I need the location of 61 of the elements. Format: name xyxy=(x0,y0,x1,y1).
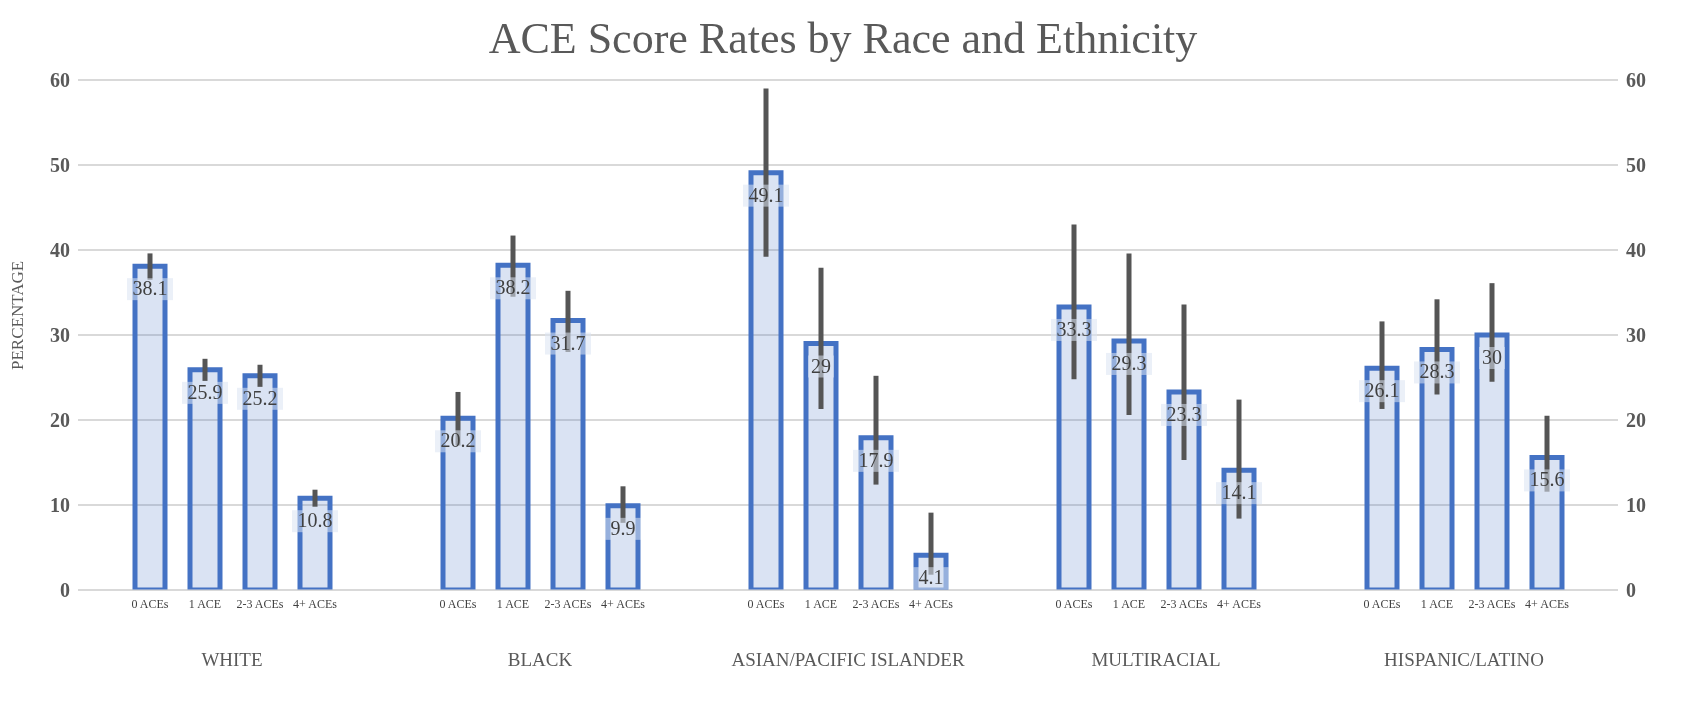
text: 4+ ACEs xyxy=(1525,597,1569,611)
y2-tick-label: 0 xyxy=(1626,579,1636,602)
data-label: 26.1 xyxy=(1364,379,1400,402)
data-label: 28.3 xyxy=(1419,360,1455,383)
x-tick-label: WHITE xyxy=(201,649,263,671)
data-label: 9.9 xyxy=(610,516,636,539)
text: 1 ACE xyxy=(1112,597,1146,611)
y2-tick-label: 20 xyxy=(1626,409,1646,432)
data-label: 29 xyxy=(811,354,831,377)
data-label: 23.3 xyxy=(1166,402,1202,425)
text: 2-3 ACEs xyxy=(544,597,592,611)
series-label: 0 ACEs xyxy=(131,597,169,611)
data-label: 20.2 xyxy=(440,429,476,452)
y-tick-label: 10 xyxy=(50,494,70,517)
y-tick-label: 40 xyxy=(50,239,70,262)
data-label: 14.1 xyxy=(1221,481,1257,504)
text: 1 ACE xyxy=(804,597,838,611)
y2-tick-label: 40 xyxy=(1626,239,1646,262)
text: 2-3 ACEs xyxy=(1160,597,1208,611)
x-tick-label: BLACK xyxy=(507,649,573,671)
data-label: 49.1 xyxy=(748,183,784,206)
text: 4+ ACEs xyxy=(1217,597,1261,611)
data-label: 30 xyxy=(1482,346,1502,368)
text: 2-3 ACEs xyxy=(1468,597,1516,611)
series-label: 1 ACE xyxy=(496,597,530,611)
y-tick-label: 60 xyxy=(50,69,70,92)
text: 0 ACEs xyxy=(1363,597,1401,611)
y2-tick-label: 30 xyxy=(1626,324,1646,347)
data-label: 10.8 xyxy=(297,509,333,532)
x-tick-label: MULTIRACIAL xyxy=(1091,649,1221,671)
data-label: 4.1 xyxy=(918,566,944,589)
x-tick-label: HISPANIC/LATINO xyxy=(1384,649,1544,671)
text: 2-3 ACEs xyxy=(852,597,900,611)
data-label: 31.7 xyxy=(550,331,586,354)
text: 4+ ACEs xyxy=(601,597,645,611)
data-label: 25.9 xyxy=(187,380,223,403)
series-label: 2-3 ACEs xyxy=(236,597,284,611)
series-label: 4+ ACEs xyxy=(293,597,338,611)
y-tick-label: 50 xyxy=(50,154,70,177)
y2-tick-label: 60 xyxy=(1626,69,1646,92)
text: 0 ACEs xyxy=(1055,597,1093,611)
data-label: 29.3 xyxy=(1111,351,1147,374)
data-label: 17.9 xyxy=(858,448,894,471)
text: 0 ACEs xyxy=(439,597,477,611)
x-tick-label: ASIAN/PACIFIC ISLANDER xyxy=(731,649,965,671)
data-label: 15.6 xyxy=(1529,468,1565,491)
text: 4+ ACEs xyxy=(909,597,953,611)
text: 1 ACE xyxy=(1420,597,1454,611)
y2-tick-label: 10 xyxy=(1626,494,1646,517)
y-tick-label: 30 xyxy=(50,324,70,347)
data-label: 25.2 xyxy=(242,386,278,409)
y-axis-title: PERCENTAGE xyxy=(8,260,28,370)
data-label: 33.3 xyxy=(1056,317,1092,340)
y2-tick-label: 50 xyxy=(1626,154,1646,177)
text: 1 ACE xyxy=(188,597,222,611)
data-label: 38.1 xyxy=(132,277,168,300)
y-tick-label: 0 xyxy=(60,579,70,602)
y-tick-label: 20 xyxy=(50,409,70,432)
text: 0 ACEs xyxy=(747,597,785,611)
data-label: 38.2 xyxy=(495,276,531,299)
chart-title: ACE Score Rates by Race and Ethnicity xyxy=(487,13,1199,65)
